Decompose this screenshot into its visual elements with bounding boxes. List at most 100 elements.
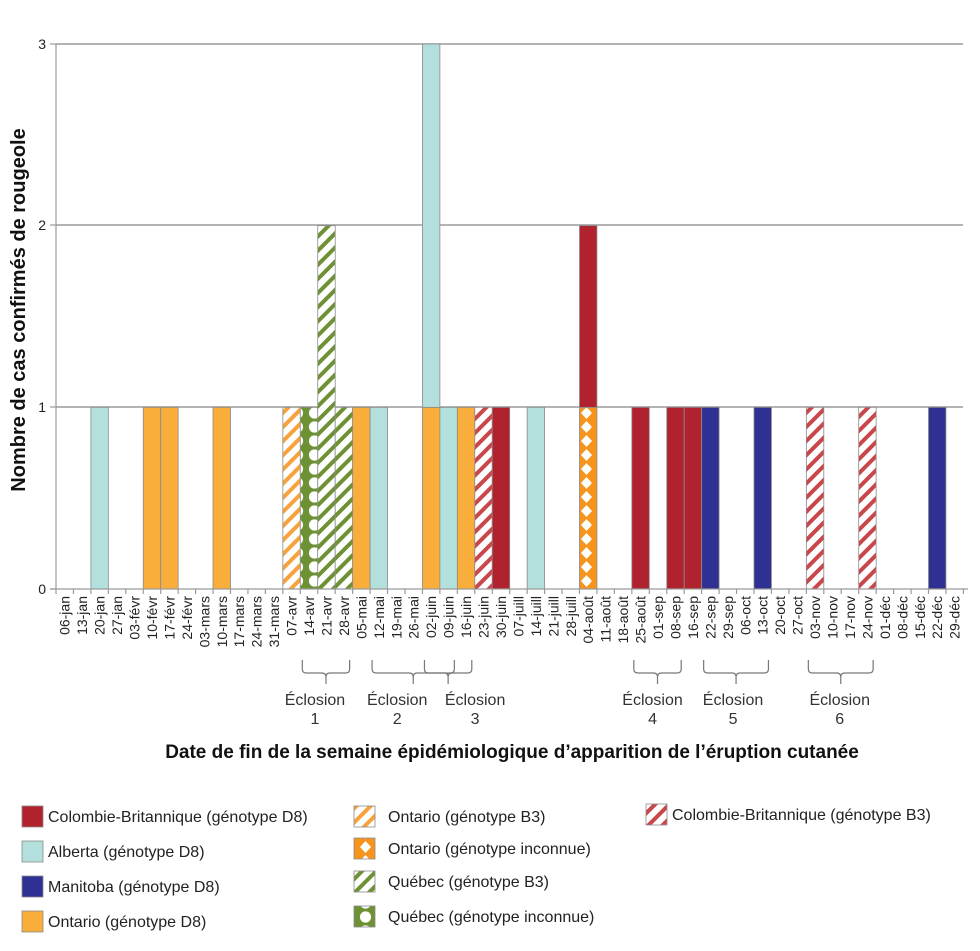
legend-item-mb_d8: Manitoba (génotype D8): [21, 875, 220, 898]
legend-swatch-icon: [353, 837, 376, 860]
legend-swatch-icon: [21, 875, 44, 898]
bar-on_d8-02-juin: [422, 406, 441, 590]
y-tick-label-3: 3: [38, 36, 46, 52]
x-axis: 06-jan 13-jan 20-jan 27-jan 03-févr 10-févr 17…: [50, 588, 968, 647]
x-tick-label: 24-mars: [249, 596, 265, 647]
legend-label: Colombie-Britannique (génotype D8): [48, 809, 308, 826]
outbreak-number: 2: [393, 711, 402, 728]
x-tick-label: 01-sep: [650, 596, 666, 639]
x-tick-label: 10-nov: [825, 596, 841, 639]
x-tick-label: 07-avr: [284, 596, 300, 636]
x-tick-label: 24-févr: [179, 596, 195, 640]
x-tick-label: 02-juin: [423, 596, 439, 638]
bar-cb_d8-04-août: [579, 225, 598, 408]
legend-item-qc_b3: Québec (génotype B3): [353, 870, 549, 893]
bar-qc_b3-28-avr: [334, 406, 354, 590]
x-tick-label: 30-juin: [493, 596, 509, 638]
x-tick-label: 29-déc: [947, 596, 963, 639]
x-tick-label: 21-juill: [545, 596, 561, 636]
x-tick-label: 07-juill: [510, 596, 526, 636]
bar-mb_d8-22-déc: [928, 406, 947, 590]
bar-mb_d8-13-oct: [753, 406, 772, 590]
x-tick-label: 19-mai: [388, 596, 404, 639]
outbreak-brace: [703, 660, 770, 684]
legend: Colombie-Britannique (génotype D8) Albert…: [21, 803, 931, 933]
bar-cb_b3-24-nov: [858, 406, 877, 590]
x-tick-label: 11-août: [598, 596, 614, 643]
x-tick-label: 03-nov: [807, 596, 823, 639]
outbreak-annotations: Éclosion1Éclosion2Éclosion3Éclosion4Éclo…: [285, 660, 874, 728]
bar-cb_d8-30-juin: [491, 406, 511, 590]
gridlines: [56, 43, 963, 408]
legend-swatch-icon: [353, 870, 376, 893]
x-tick-label: 13-jan: [74, 596, 90, 635]
outbreak-label: Éclosion: [367, 690, 427, 709]
bar-ab_d8-20-jan: [90, 406, 109, 590]
x-tick-label: 27-jan: [109, 596, 125, 635]
legend-label: Alberta (génotype D8): [48, 844, 205, 861]
x-tick-label: 01-déc: [877, 596, 893, 639]
outbreak-label: Éclosion: [622, 690, 682, 709]
bar-cb_b3-03-nov: [805, 406, 825, 590]
outbreak-1: Éclosion 1: [285, 660, 351, 728]
bar-on_b3-07-avr: [282, 406, 301, 590]
x-tick-label: 04-août: [580, 596, 596, 644]
x-tick-label: 16-juin: [458, 596, 474, 638]
x-tick-label: 05-mai: [353, 596, 369, 639]
legend-label: Ontario (génotype D8): [48, 914, 206, 931]
outbreak-2: Éclosion 2: [367, 660, 455, 728]
legend-swatch-icon: [353, 905, 376, 928]
bar-on_d8-16-juin: [456, 406, 476, 590]
bar-on_inc-04-août: [579, 406, 598, 590]
outbreak-number: 6: [835, 711, 844, 728]
outbreak-label: Éclosion: [703, 690, 763, 709]
legend-item-qc_inc: Québec (génotype inconnue): [353, 905, 594, 928]
x-tick-label: 20-jan: [92, 596, 108, 635]
legend-label: Québec (génotype B3): [388, 874, 549, 891]
outbreak-number: 5: [729, 711, 738, 728]
bar-ab_d8-12-mai: [369, 406, 388, 590]
x-tick-label: 03-févr: [127, 596, 143, 640]
x-tick-label: 14-juill: [528, 596, 544, 636]
x-tick-label: 23-juin: [476, 596, 492, 638]
legend-item-on_b3: Ontario (génotype B3): [353, 805, 545, 828]
bar-on_d8-05-mai: [352, 406, 371, 590]
x-tick-label: 25-août: [633, 596, 649, 644]
y-axis: 0 1 2 3 Nombre de cas confirmés de rouge…: [8, 36, 57, 597]
bar-cb_d8-25-août: [631, 406, 650, 590]
outbreak-brace: [371, 660, 455, 684]
x-tick-label: 10-mars: [214, 596, 230, 647]
x-tick-label: 28-juill: [563, 596, 579, 636]
legend-swatch-icon: [645, 803, 668, 826]
x-tick-label: 15-déc: [912, 596, 928, 639]
legend-item-cb_d8: Colombie-Britannique (génotype D8): [21, 805, 308, 828]
y-tick-label-1: 1: [38, 399, 46, 415]
legend-swatch-icon: [21, 805, 44, 828]
y-tick-label-2: 2: [38, 217, 46, 233]
x-tick-label: 21-avr: [318, 596, 334, 636]
legend-item-on_d8: Ontario (génotype D8): [21, 910, 206, 933]
bar-cb_d8-08-sep: [666, 406, 685, 590]
outbreak-label: Éclosion: [285, 690, 345, 709]
legend-item-cb_b3: Colombie-Britannique (génotype B3): [645, 803, 931, 826]
x-tick-label: 22-sep: [702, 596, 718, 639]
x-tick-label: 31-mars: [266, 596, 282, 647]
legend-swatch-icon: [21, 840, 44, 863]
bar-ab_d8-09-juin: [439, 406, 458, 590]
x-tick-label: 18-août: [615, 596, 631, 644]
x-tick-label: 14-avr: [301, 596, 317, 636]
x-tick-label: 10-févr: [144, 596, 160, 640]
outbreak-label: Éclosion: [810, 690, 870, 709]
bar-mb_d8-22-sep: [701, 406, 720, 590]
x-tick-label: 28-avr: [336, 596, 352, 636]
x-tick-label: 17-nov: [842, 596, 858, 639]
y-axis-title: Nombre de cas confirmés de rougeole: [8, 128, 30, 491]
x-tick-label: 20-oct: [772, 596, 788, 635]
outbreak-6: Éclosion 6: [807, 660, 874, 728]
y-tick-label-0: 0: [38, 581, 46, 597]
x-tick-label: 13-oct: [755, 596, 771, 635]
outbreak-number: 3: [471, 711, 480, 728]
outbreak-number: 4: [648, 711, 657, 728]
x-tick-label: 17-mars: [231, 596, 247, 647]
bar-on_d8-10-févr: [142, 406, 162, 590]
